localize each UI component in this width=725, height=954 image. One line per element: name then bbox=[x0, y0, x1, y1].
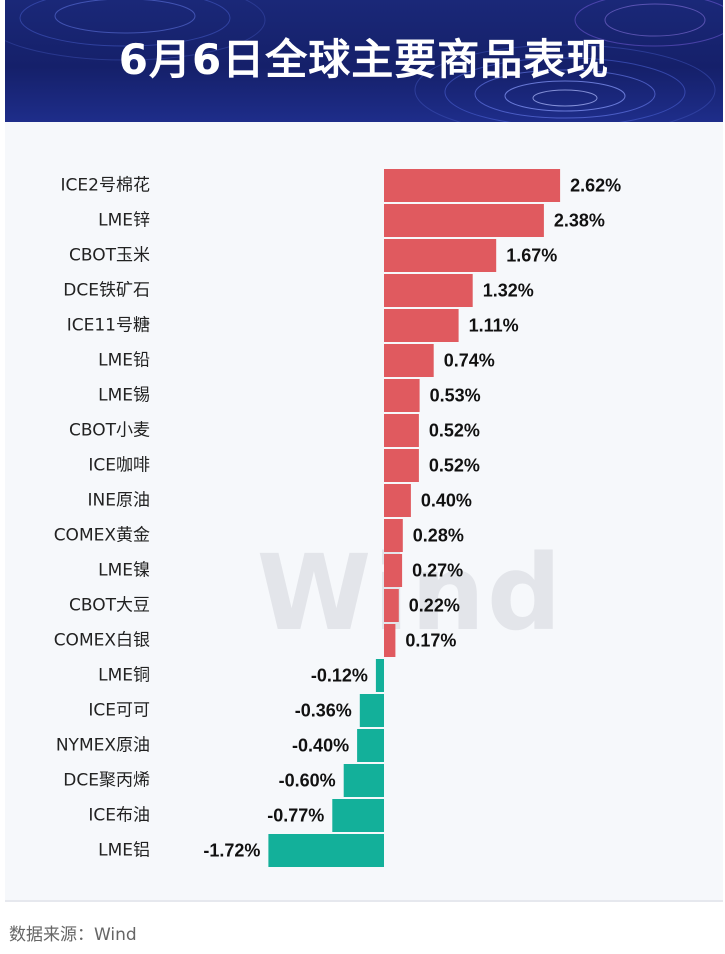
value-label: -0.36% bbox=[295, 701, 352, 721]
value-label: 2.62% bbox=[570, 176, 621, 196]
category-label: CBOT小麦 bbox=[69, 421, 150, 441]
bar-19 bbox=[332, 799, 384, 832]
value-label: 0.53% bbox=[430, 386, 481, 406]
value-label: 1.67% bbox=[506, 246, 557, 266]
contour-pattern bbox=[5, 0, 723, 122]
value-label: 2.38% bbox=[554, 211, 605, 231]
category-label: LME锌 bbox=[98, 211, 150, 231]
value-label: 0.17% bbox=[405, 631, 456, 651]
value-label: 0.52% bbox=[429, 456, 480, 476]
page-title: 6月6日全球主要商品表现 bbox=[118, 35, 610, 84]
category-label: ICE布油 bbox=[88, 806, 150, 826]
value-label: -1.72% bbox=[203, 841, 260, 861]
category-label: COMEX黄金 bbox=[54, 526, 150, 546]
category-label: INE原油 bbox=[88, 491, 150, 511]
category-label: ICE11号糖 bbox=[67, 316, 150, 336]
header-banner: 6月6日全球主要商品表现 bbox=[5, 0, 723, 122]
value-label: 0.40% bbox=[421, 491, 472, 511]
category-label: LME铜 bbox=[98, 666, 150, 686]
value-label: 1.32% bbox=[483, 281, 534, 301]
value-label: 0.27% bbox=[412, 561, 463, 581]
category-label: COMEX白银 bbox=[54, 631, 150, 651]
category-label: DCE铁矿石 bbox=[63, 281, 150, 301]
bar-17 bbox=[357, 729, 384, 762]
category-label: CBOT玉米 bbox=[69, 246, 150, 266]
bar-11 bbox=[384, 519, 403, 552]
bar-13 bbox=[384, 589, 399, 622]
bar-7 bbox=[384, 379, 420, 412]
bar-5 bbox=[384, 309, 459, 342]
value-label: -0.60% bbox=[279, 771, 336, 791]
bar-20 bbox=[268, 834, 384, 867]
category-label: LME铅 bbox=[98, 351, 150, 371]
value-label: 0.52% bbox=[429, 421, 480, 441]
category-label: LME镍 bbox=[98, 561, 150, 581]
bar-2 bbox=[384, 204, 544, 237]
value-label: 1.11% bbox=[469, 316, 519, 336]
bar-10 bbox=[384, 484, 411, 517]
bar-6 bbox=[384, 344, 434, 377]
value-label: 0.74% bbox=[444, 351, 495, 371]
chart-panel: Wind bbox=[5, 122, 723, 902]
value-label: -0.40% bbox=[292, 736, 349, 756]
category-label: ICE咖啡 bbox=[88, 456, 150, 476]
bar-18 bbox=[343, 764, 384, 797]
category-label: DCE聚丙烯 bbox=[63, 771, 150, 791]
bar-16 bbox=[359, 694, 384, 727]
bar-15 bbox=[375, 659, 384, 692]
source-note: 数据来源：Wind bbox=[9, 925, 137, 945]
bar-3 bbox=[384, 239, 497, 272]
value-label: 0.22% bbox=[409, 596, 460, 616]
bar-4 bbox=[384, 274, 473, 307]
bar-8 bbox=[384, 414, 419, 447]
category-label: ICE2号棉花 bbox=[61, 176, 150, 196]
bar-1 bbox=[384, 169, 561, 202]
category-label: LME锡 bbox=[98, 386, 150, 406]
watermark-logo: Wind bbox=[256, 532, 564, 654]
category-label: ICE可可 bbox=[88, 701, 150, 721]
value-label: -0.12% bbox=[311, 666, 368, 686]
value-label: 0.28% bbox=[413, 526, 464, 546]
category-label: LME铝 bbox=[98, 841, 150, 861]
bar-12 bbox=[384, 554, 403, 587]
bar-9 bbox=[384, 449, 419, 482]
bar-14 bbox=[384, 624, 396, 657]
value-label: -0.77% bbox=[267, 806, 324, 826]
category-label: CBOT大豆 bbox=[69, 596, 150, 616]
category-label: NYMEX原油 bbox=[56, 736, 150, 756]
